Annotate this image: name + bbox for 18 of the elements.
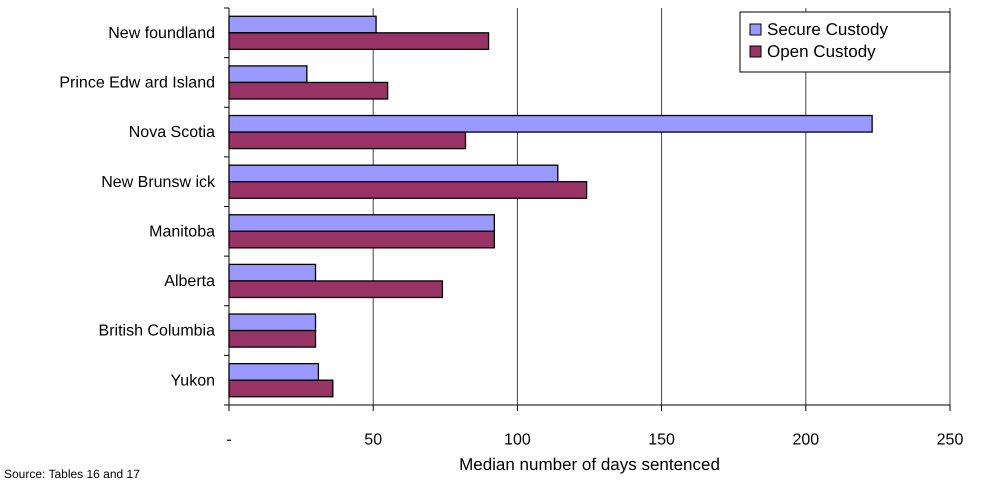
- x-tick-label: 50: [364, 431, 382, 448]
- x-axis-title: Median number of days sentenced: [459, 455, 720, 474]
- y-tick-label: Nova Scotia: [128, 124, 216, 142]
- x-tick-label: -: [226, 431, 232, 448]
- y-tick-label: Prince Edw ard Island: [59, 74, 215, 92]
- y-tick-label: British Columbia: [98, 322, 216, 340]
- y-tick-label: Yukon: [170, 372, 215, 390]
- y-tick-label: Manitoba: [149, 223, 216, 240]
- source-note: Source: Tables 16 and 17: [4, 467, 140, 481]
- legend-label: Secure Custody: [767, 20, 888, 39]
- y-tick-label: New Brunsw ick: [101, 174, 216, 191]
- legend-label: Open Custody: [767, 42, 876, 61]
- y-tick-label: New foundland: [108, 24, 215, 42]
- x-tick-label: 150: [648, 431, 676, 448]
- x-tick-label: 100: [504, 431, 531, 448]
- x-tick-label: 200: [792, 431, 820, 448]
- y-tick-label: Alberta: [164, 273, 216, 290]
- x-tick-label: 250: [936, 431, 964, 448]
